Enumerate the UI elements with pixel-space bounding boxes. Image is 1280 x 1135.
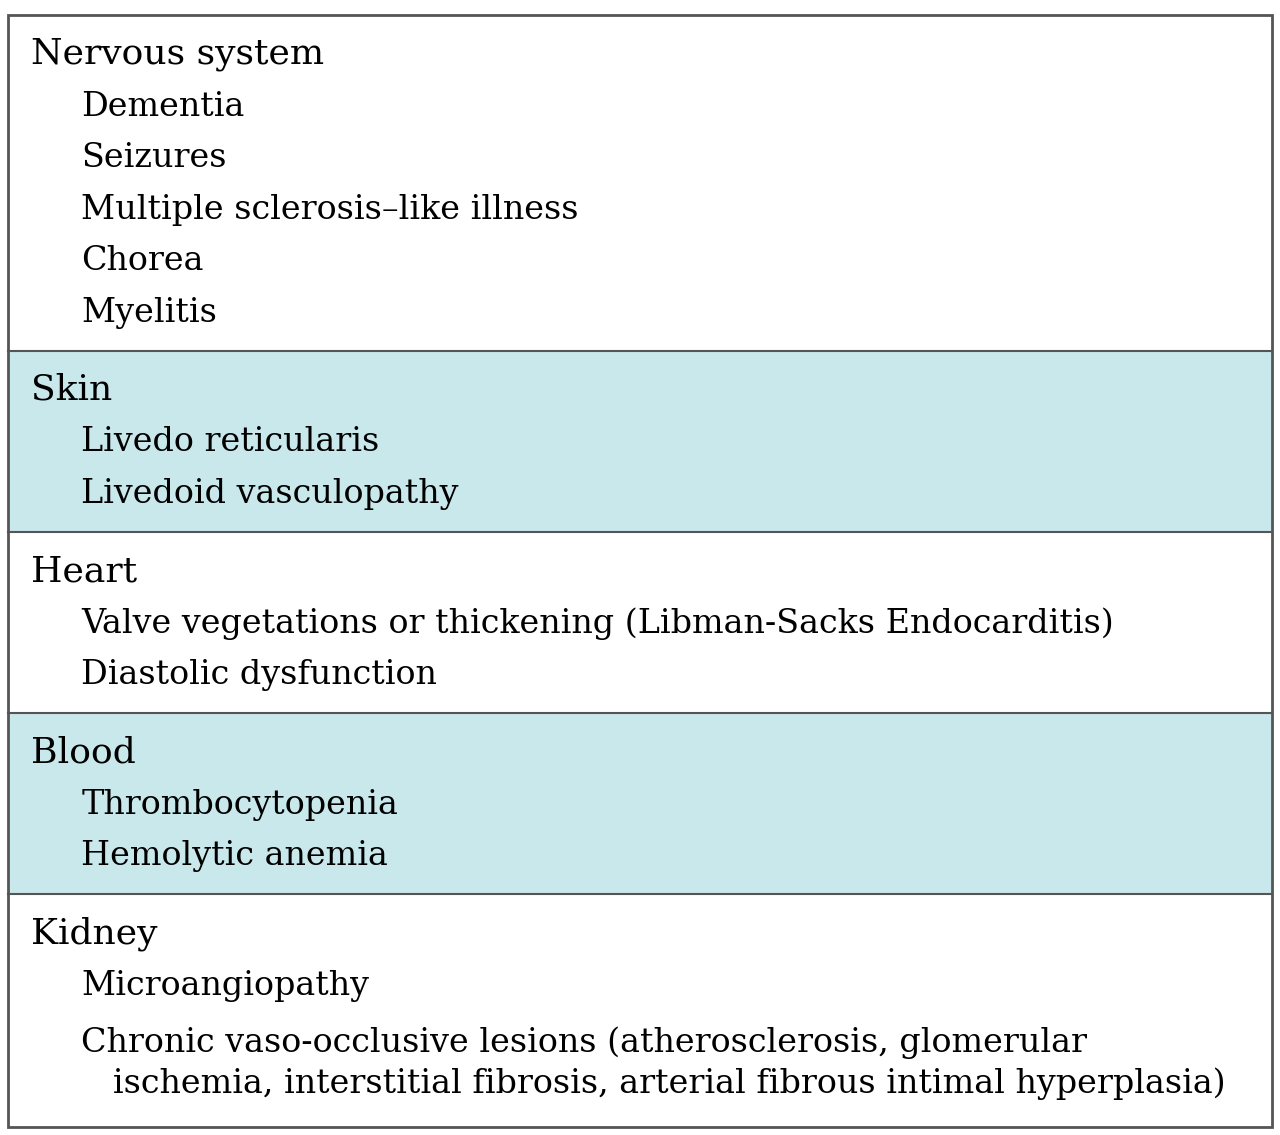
Text: Blood: Blood [31,735,136,770]
Text: Hemolytic anemia: Hemolytic anemia [82,840,388,873]
Text: Dementia: Dementia [82,91,244,123]
Text: Multiple sclerosis–like illness: Multiple sclerosis–like illness [82,194,579,226]
Text: Heart: Heart [31,554,137,588]
Bar [8,713,1272,894]
Text: Seizures: Seizures [82,142,227,175]
Text: Thrombocytopenia: Thrombocytopenia [82,789,398,821]
Text: Microangiopathy: Microangiopathy [82,970,370,1002]
Text: Myelitis: Myelitis [82,296,218,329]
Bar [8,351,1272,532]
Text: Skin: Skin [31,372,113,406]
Text: Chronic vaso-occlusive lesions (atherosclerosis, glomerular
   ischemia, interst: Chronic vaso-occlusive lesions (atherosc… [82,1027,1226,1100]
Text: Livedo reticularis: Livedo reticularis [82,427,380,459]
Bar [8,532,1272,713]
Text: Valve vegetations or thickening (Libman-Sacks Endocarditis): Valve vegetations or thickening (Libman-… [82,607,1114,640]
Text: Nervous system: Nervous system [31,37,324,72]
Bar [8,894,1272,1127]
Text: Kidney: Kidney [31,916,157,951]
Text: Livedoid vasculopathy: Livedoid vasculopathy [82,478,458,510]
Text: Chorea: Chorea [82,245,204,277]
Bar [8,15,1272,351]
Text: Diastolic dysfunction: Diastolic dysfunction [82,659,438,691]
